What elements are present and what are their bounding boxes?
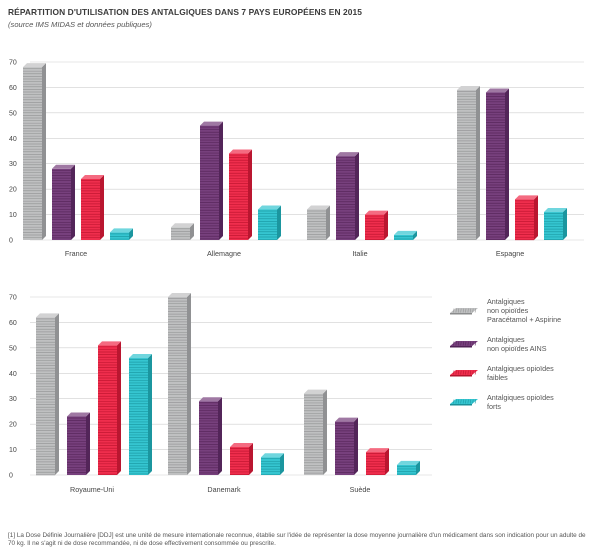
bar-sude-s1	[304, 389, 327, 475]
y-tick-label: 10	[9, 212, 17, 219]
y-tick-label: 0	[9, 473, 13, 480]
category-label: Espagne	[496, 249, 524, 258]
bar-espagne-s3	[515, 195, 538, 241]
bar-danemark-s1	[168, 293, 191, 475]
legend-label-line: Antalgiques	[487, 335, 525, 344]
y-tick-label: 50	[9, 345, 17, 352]
legend-swatch-2	[450, 341, 478, 348]
y-tick-label: 20	[9, 422, 17, 429]
antalgics-chart: 0 10 20 30 40 50 60 70 France Allemagne Italie Espa…	[9, 60, 584, 494]
category-label: Danemark	[207, 485, 241, 494]
bar-royaumeuni-s4	[129, 354, 152, 475]
bar-royaumeuni-s3	[98, 341, 121, 475]
bar-danemark-s4	[261, 453, 284, 475]
bar-espagne-s2	[486, 88, 509, 240]
y-tick-label: 40	[9, 136, 17, 143]
bar-allemagne-s1	[171, 223, 194, 240]
category-label: Suède	[350, 485, 371, 494]
legend-label-line: Antalgiques	[487, 297, 525, 306]
y-tick-label: 50	[9, 110, 17, 117]
category-label: Italie	[352, 249, 367, 258]
y-tick-label: 70	[9, 60, 17, 67]
chart-panel-1: 0 10 20 30 40 50 60 70 France Allemagne Italie Espa…	[9, 60, 584, 258]
y-tick-label: 30	[9, 161, 17, 168]
legend-label-line: non opioïdes	[487, 306, 529, 315]
legend-swatch-4	[450, 399, 478, 406]
bar-danemark-s2	[199, 397, 222, 475]
y-tick-label: 0	[9, 238, 13, 245]
y-tick-label: 40	[9, 371, 17, 378]
bar-france-s1	[23, 63, 46, 241]
bar-italie-s3	[365, 210, 388, 240]
bar-sude-s2	[335, 417, 358, 475]
bar-france-s2	[52, 164, 75, 240]
bar-italie-s1	[307, 205, 330, 240]
bar-france-s3	[81, 174, 104, 240]
bar-france-s4	[110, 228, 133, 240]
category-label: Allemagne	[207, 249, 241, 258]
legend-swatch-1	[450, 308, 478, 315]
bar-italie-s4	[394, 230, 417, 240]
legend-label-line: forts	[487, 402, 501, 411]
legend-label-line: Paracétamol + Aspirine	[487, 315, 561, 324]
bar-allemagne-s3	[229, 149, 252, 240]
y-tick-label: 70	[9, 295, 17, 302]
legend-label-line: faibles	[487, 373, 508, 382]
bar-danemark-s3	[230, 443, 253, 475]
category-label: France	[65, 249, 87, 258]
chart-panel-2: 0 10 20 30 40 50 60 70 Royaume-Uni Danemark Suède	[9, 293, 432, 494]
bar-italie-s2	[336, 152, 359, 240]
bar-royaumeuni-s1	[36, 313, 59, 476]
bar-allemagne-s4	[258, 205, 281, 240]
bar-royaumeuni-s2	[67, 412, 90, 475]
bar-espagne-s1	[457, 85, 480, 241]
y-tick-label: 30	[9, 396, 17, 403]
y-tick-label: 20	[9, 187, 17, 194]
y-tick-label: 60	[9, 85, 17, 92]
category-label: Royaume-Uni	[70, 485, 114, 494]
chart-title: RÉPARTITION D'UTILISATION DES ANTALGIQUE…	[8, 7, 363, 17]
y-tick-label: 60	[9, 320, 17, 327]
footnote: [1] La Dose Définie Journalière [DDJ] es…	[8, 532, 586, 547]
bar-sude-s4	[397, 460, 420, 475]
bar-espagne-s4	[544, 208, 567, 240]
bar-allemagne-s2	[200, 121, 223, 240]
y-tick-label: 10	[9, 447, 17, 454]
bar-sude-s3	[366, 448, 389, 475]
legend-label-line: Antalgiques opioïdes	[487, 364, 554, 373]
chart-subtitle: (source IMS MIDAS et données publiques)	[8, 20, 152, 29]
legend-label-line: Antalgiques opioïdes	[487, 393, 554, 402]
legend-label-line: non opioïdes AINS	[487, 344, 547, 353]
legend-swatch-3	[450, 370, 478, 377]
